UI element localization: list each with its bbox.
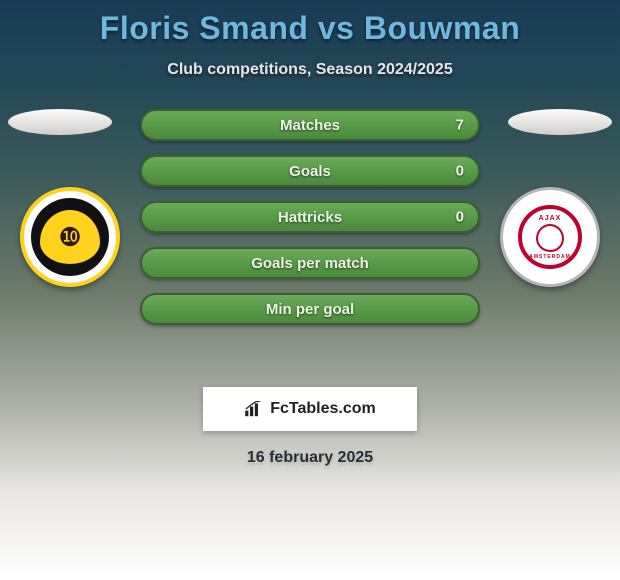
club-badge-right: AJAX AMSTERDAM (500, 187, 600, 287)
portrait-placeholder-right (508, 109, 612, 135)
date-text: 16 february 2025 (0, 449, 620, 467)
stat-label: Goals (289, 163, 331, 180)
stat-label: Goals per match (251, 255, 369, 272)
stat-label: Matches (280, 117, 340, 134)
stat-bar: Goals 0 (140, 155, 480, 187)
branding-badge: FcTables.com (203, 387, 417, 431)
branding-text: FcTables.com (270, 400, 376, 418)
club-badge-left: ❿ (20, 187, 120, 287)
stat-bars: Matches 7 Goals 0 Hattricks 0 Goals per match M… (140, 109, 480, 325)
page-title: Floris Smand vs Bouwman (0, 0, 620, 47)
cambuur-deer-icon: ❿ (58, 222, 81, 253)
subtitle: Club competitions, Season 2024/2025 (0, 61, 620, 79)
stat-bar: Goals per match (140, 247, 480, 279)
stat-label: Hattricks (278, 209, 342, 226)
stat-bar: Hattricks 0 (140, 201, 480, 233)
stat-value-right: 7 (456, 117, 464, 134)
stat-bar: Matches 7 (140, 109, 480, 141)
portrait-placeholder-left (8, 109, 112, 135)
stat-label: Min per goal (266, 301, 354, 318)
stat-value-right: 0 (456, 209, 464, 226)
stat-value-right: 0 (456, 163, 464, 180)
stat-bar: Min per goal (140, 293, 480, 325)
ajax-badge-icon: AJAX AMSTERDAM (518, 205, 582, 269)
comparison-area: ❿ AJAX AMSTERDAM Matches7Goals0Hattricks… (0, 109, 620, 369)
bar-chart-icon (244, 401, 264, 417)
